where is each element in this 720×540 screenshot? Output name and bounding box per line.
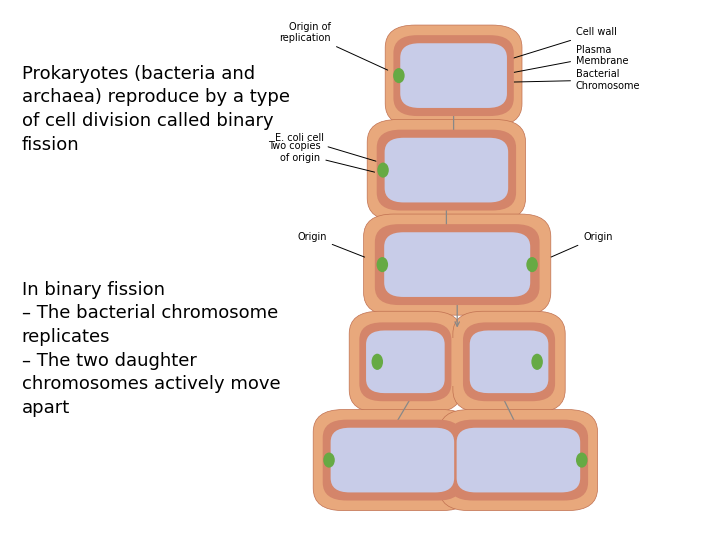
FancyBboxPatch shape <box>385 25 522 126</box>
FancyBboxPatch shape <box>439 409 598 511</box>
Text: Plasma
Membrane: Plasma Membrane <box>514 45 629 72</box>
Ellipse shape <box>377 163 389 178</box>
FancyBboxPatch shape <box>366 330 445 393</box>
Ellipse shape <box>576 453 588 468</box>
FancyBboxPatch shape <box>323 420 462 501</box>
FancyBboxPatch shape <box>400 43 507 108</box>
FancyBboxPatch shape <box>375 224 539 305</box>
Ellipse shape <box>526 257 538 272</box>
FancyBboxPatch shape <box>453 311 565 413</box>
FancyBboxPatch shape <box>377 130 516 211</box>
FancyBboxPatch shape <box>364 214 551 315</box>
FancyBboxPatch shape <box>393 35 514 116</box>
Ellipse shape <box>393 68 405 83</box>
FancyBboxPatch shape <box>330 428 454 492</box>
FancyBboxPatch shape <box>449 420 588 501</box>
Text: Prokaryotes (bacteria and
archaea) reproduce by a type
of cell division called b: Prokaryotes (bacteria and archaea) repro… <box>22 65 289 153</box>
Text: E. coli cell: E. coli cell <box>275 133 376 161</box>
Text: Bacterial
Chromosome: Bacterial Chromosome <box>514 69 641 91</box>
FancyBboxPatch shape <box>313 409 472 511</box>
Text: In binary fission
– The bacterial chromosome
replicates
– The two daughter
chrom: In binary fission – The bacterial chromo… <box>22 281 280 417</box>
FancyBboxPatch shape <box>469 330 549 393</box>
Text: Origin: Origin <box>552 232 613 257</box>
Text: Cell wall: Cell wall <box>507 28 617 60</box>
FancyBboxPatch shape <box>384 232 530 297</box>
Ellipse shape <box>372 354 383 370</box>
FancyBboxPatch shape <box>456 428 580 492</box>
Ellipse shape <box>377 257 388 272</box>
Text: Two copies
of origin: Two copies of origin <box>268 141 374 172</box>
FancyBboxPatch shape <box>367 119 526 221</box>
Ellipse shape <box>323 453 335 468</box>
Text: Origin: Origin <box>297 232 364 257</box>
FancyBboxPatch shape <box>349 311 462 413</box>
Text: Origin of
replication: Origin of replication <box>279 22 387 70</box>
FancyBboxPatch shape <box>384 138 508 202</box>
Ellipse shape <box>531 354 543 370</box>
FancyBboxPatch shape <box>359 322 451 401</box>
Bar <box>444 338 470 386</box>
FancyBboxPatch shape <box>463 322 555 401</box>
